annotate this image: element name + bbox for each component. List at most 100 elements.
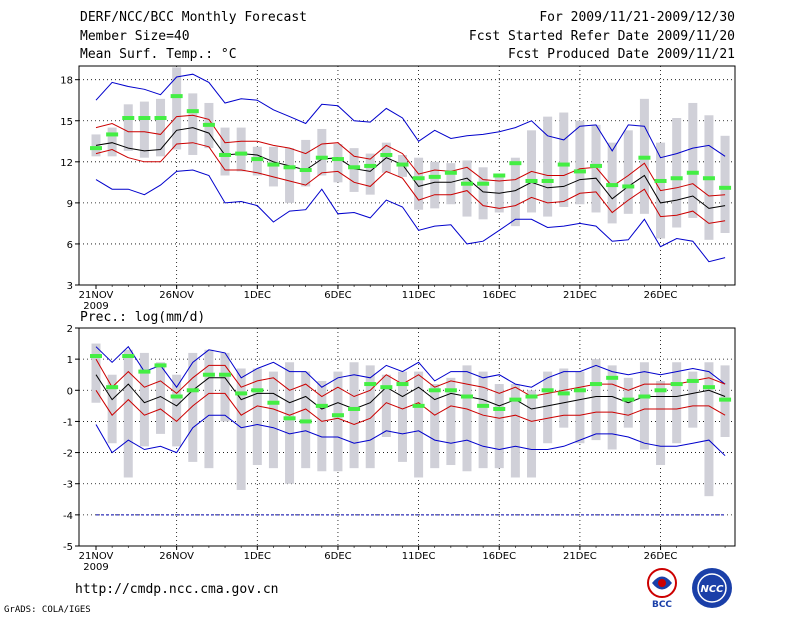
temp-observed-marker [170,94,183,99]
prec-ensemble-mean-line [95,374,726,410]
prec-observed-marker [186,388,199,393]
temp-x-tick-label: 1DEC [244,290,271,301]
temp-x-year-label: 2009 [83,301,108,312]
prec-y-tick-label: -4 [63,511,73,522]
prec-plot-frame [78,327,736,547]
prec-range-bar [220,352,230,422]
prec-range-bar [478,371,488,469]
temp-observed-marker [364,163,377,168]
temp-observed-marker [573,169,586,174]
temp-observed-marker [219,152,232,157]
temp-observed-marker [606,183,619,188]
temp-range-bar [123,104,133,151]
prec-range-bar [91,343,101,403]
temp-range-bar [591,124,601,213]
prec-outer-lower-line [95,414,726,457]
prec-observed-marker [235,391,248,396]
prec-range-bar [656,380,666,466]
temp-range-bar [285,148,295,203]
prec-observed-marker [428,388,441,393]
prec-observed-marker [686,378,699,383]
prec-range-bar [575,371,585,444]
temp-range-bar [252,146,262,176]
member-size: Member Size=40 [80,29,190,44]
temp-range-bar [317,128,327,176]
prec-observed-marker [315,403,328,408]
prec-range-bar [430,384,440,469]
prec-observed-marker [638,394,651,399]
temp-observed-marker [702,176,715,181]
temp-observed-marker [525,178,538,183]
prec-inner-lower-line [95,390,726,426]
prec-range-bar [397,371,407,462]
prec-range-bar [268,371,278,469]
prec-y-tick-label: 1 [67,355,73,366]
temp-observed-marker [428,174,441,179]
temp-range-bar [462,160,472,217]
temp-observed-marker [267,162,280,167]
temp-range-bar [236,127,246,172]
temp-observed-marker [202,122,215,127]
temp-x-tick-label: 16DEC [482,290,516,301]
forecast-period: For 2009/11/21-2009/12/30 [539,10,735,25]
prec-observed-marker [541,388,554,393]
temp-range-bar [623,130,633,214]
temp-observed-marker [90,146,102,151]
temp-observed-marker [412,176,425,181]
source-url[interactable]: http://cmdp.ncc.cma.gov.cn [75,582,279,597]
temp-y-tick-label: 9 [67,199,73,210]
prec-observed-marker [90,354,102,359]
temp-y-tick-label: 18 [60,76,73,87]
temp-observed-marker [154,116,167,121]
prec-range-bar [688,371,698,428]
prec-range-bar [204,349,214,469]
prec-range-bar [188,352,198,462]
prec-observed-marker [477,403,490,408]
prec-observed-marker [348,406,361,411]
prec-range-bar [285,362,295,484]
prec-range-bar [494,384,504,469]
temp-observed-marker [251,157,264,162]
prec-observed-marker [396,382,409,387]
temp-range-bar [543,116,553,217]
prec-range-bar [559,368,569,428]
temp-observed-marker [541,178,554,183]
agency-logos: BCC NCC [647,568,732,610]
temp-observed-marker [638,155,651,160]
prec-range-bar [607,365,617,450]
started-refer-date: Fcst Started Refer Date 2009/11/20 [468,29,735,44]
temp-range-bar [172,67,182,150]
chart-title: DERF/NCC/BCC Monthly Forecast [80,10,307,25]
prec-observed-marker [380,385,393,390]
temp-x-tick-label: 26NOV [159,290,194,301]
svg-text:NCC: NCC [700,584,724,595]
prec-range-bar [672,362,682,444]
prec-observed-marker [590,382,603,387]
prec-range-bar [462,365,472,472]
prec-y-tick-label: -5 [63,542,73,553]
prec-observed-marker [719,397,732,402]
prec-observed-marker [622,397,635,402]
temp-range-bar [301,139,311,187]
temp-observed-marker [460,181,473,186]
prec-observed-marker [493,406,506,411]
prec-observed-marker [444,388,457,393]
prec-x-tick-label: 16DEC [482,551,516,562]
prec-observed-marker [670,382,683,387]
temp-range-bar [446,163,456,205]
prec-x-year-label: 2009 [83,562,108,573]
prec-range-bar [543,371,553,444]
temp-observed-marker [186,109,199,114]
prec-observed-marker [557,391,570,396]
prec-x-tick-label: 21DEC [563,551,597,562]
temp-range-bar [672,118,682,228]
prec-observed-marker [154,363,167,368]
temp-x-tick-label: 21NOV [79,290,114,301]
prec-range-bar [139,352,149,447]
temp-range-bar [188,93,198,155]
prec-x-tick-label: 21NOV [79,551,114,562]
prec-range-bar [107,374,117,444]
prec-range-bar [317,380,327,472]
prec-x-tick-label: 26DEC [644,551,678,562]
